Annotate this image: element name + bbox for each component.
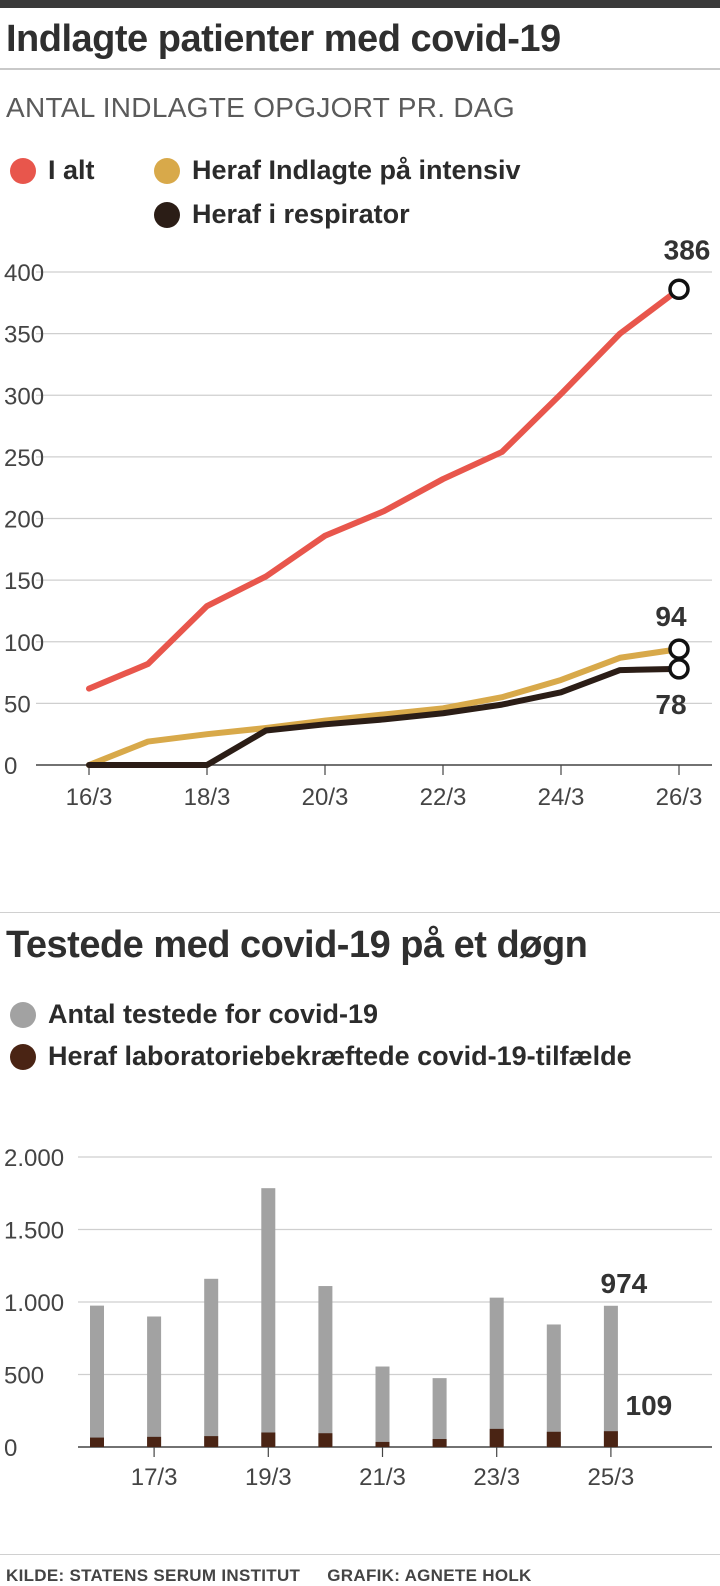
line-chart-admitted: 0 50 100 150 200 250 300 350 400 16/3 18/3 20/3 22/3… (4, 234, 712, 811)
x-tick-label: 23/3 (473, 1464, 520, 1491)
data-label: 78 (655, 689, 686, 720)
bar-chart-tested: 0 500 1.000 1.500 2.000 17/3 19/3 21/3 23/3 25/3 9… (4, 1145, 712, 1491)
legend-swatch-respirator (154, 201, 180, 228)
x-tick-label: 19/3 (245, 1464, 292, 1491)
data-label: 386 (664, 234, 711, 265)
legend-item-respirator: Heraf i respirator (154, 199, 410, 230)
x-tick-label: 24/3 (538, 784, 585, 811)
y-tick-label: 50 (4, 691, 31, 718)
series-line-2 (86, 665, 682, 768)
y-tick-label: 150 (4, 568, 44, 595)
x-tick-label: 26/3 (656, 784, 703, 811)
x-tick-label: 17/3 (131, 1464, 178, 1491)
legend-item-i-alt: I alt (10, 155, 95, 186)
data-label: 94 (655, 601, 687, 632)
data-label: 974 (601, 1268, 648, 1299)
footer-divider (0, 1554, 720, 1555)
y-tick-label: 1.000 (4, 1290, 64, 1317)
bar-confirmed (489, 1428, 504, 1447)
y-tick-label: 500 (4, 1363, 44, 1390)
x-tick-label: 18/3 (184, 784, 231, 811)
bar-confirmed (546, 1431, 561, 1447)
chart1-subtitle: ANTAL INDLAGTE OPGJORT PR. DAG (6, 92, 515, 123)
title-divider (0, 68, 720, 70)
bar-confirmed (261, 1432, 276, 1447)
end-point-marker (668, 278, 690, 301)
bar-tested (261, 1188, 276, 1447)
legend-label-i-alt: I alt (48, 155, 95, 185)
chart2-title: Testede med covid-19 på et døgn (6, 924, 588, 966)
bar-confirmed (90, 1437, 104, 1447)
graphic-credit: GRAFIK: AGNETE HOLK (327, 1566, 532, 1585)
legend-label-bekraeftede: Heraf laboratoriebekræftede covid-19-til… (48, 1041, 632, 1071)
legend-item-bekraeftede: Heraf laboratoriebekræftede covid-19-til… (10, 1041, 632, 1072)
y-tick-label: 200 (4, 507, 44, 534)
source-credit: KILDE: STATENS SERUM INSTITUT (6, 1566, 301, 1585)
bar-confirmed (204, 1436, 219, 1447)
x-tick-label: 21/3 (359, 1464, 406, 1491)
y-tick-label: 100 (4, 630, 44, 657)
bar-tested (375, 1366, 390, 1447)
x-tick-label: 16/3 (66, 784, 113, 811)
y-tick-label: 250 (4, 445, 44, 472)
end-point-marker (668, 638, 690, 660)
legend-swatch-intensiv (154, 157, 180, 184)
legend-label-intensiv: Heraf Indlagte på intensiv (192, 155, 521, 185)
x-tick-label: 20/3 (302, 784, 349, 811)
legend-item-testede: Antal testede for covid-19 (10, 999, 378, 1030)
series-line-0 (86, 286, 682, 692)
y-tick-label: 350 (4, 322, 44, 349)
bar-confirmed (318, 1433, 333, 1447)
y-tick-label: 0 (4, 1435, 17, 1462)
x-tick-label: 22/3 (420, 784, 467, 811)
series-line-1 (86, 646, 682, 768)
legend-label-testede: Antal testede for covid-19 (48, 999, 379, 1029)
y-tick-label: 1.500 (4, 1218, 64, 1245)
footer: KILDE: STATENS SERUM INSTITUT GRAFIK: AG… (6, 1566, 532, 1586)
bar-tested (546, 1324, 561, 1447)
y-tick-label: 300 (4, 383, 44, 410)
legend-swatch-i-alt (10, 157, 36, 184)
bar-confirmed (432, 1439, 447, 1447)
bar-tested (432, 1378, 447, 1447)
end-point-marker (668, 658, 690, 680)
bar-tested (90, 1305, 104, 1447)
top-rule (0, 0, 720, 8)
bar-tested (603, 1305, 618, 1447)
data-label: 109 (626, 1390, 673, 1421)
bar-tested (147, 1316, 162, 1447)
legend-item-intensiv: Heraf Indlagte på intensiv (154, 155, 521, 186)
bar-tested (204, 1278, 219, 1447)
y-tick-label: 0 (4, 753, 17, 780)
y-tick-label: 2.000 (4, 1145, 64, 1172)
bar-confirmed (375, 1441, 390, 1447)
section-divider (0, 912, 720, 913)
legend-swatch-testede (10, 1001, 36, 1028)
bar-tested (489, 1297, 504, 1447)
legend-label-respirator: Heraf i respirator (192, 199, 410, 229)
bar-confirmed (603, 1431, 618, 1447)
y-tick-label: 400 (4, 260, 44, 287)
legend-swatch-bekraeftede (10, 1043, 36, 1070)
x-tick-label: 25/3 (588, 1464, 635, 1491)
bar-confirmed (147, 1436, 162, 1447)
chart1-title: Indlagte patienter med covid-19 (6, 18, 561, 60)
bar-tested (318, 1286, 333, 1447)
